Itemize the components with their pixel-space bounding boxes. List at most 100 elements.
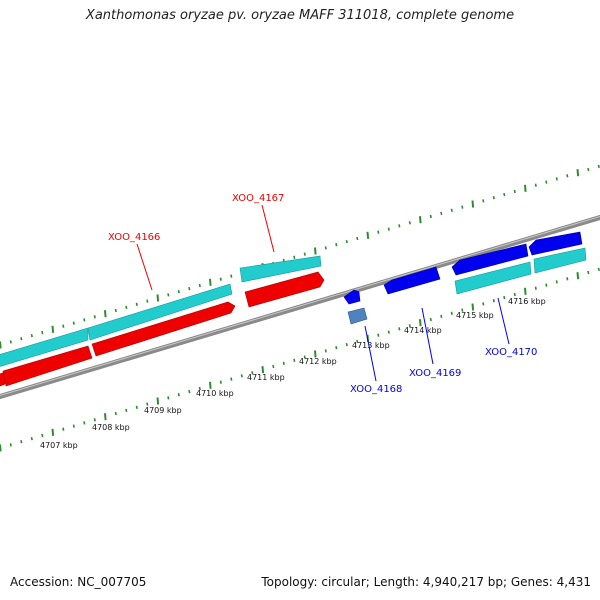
minor-tick — [188, 286, 191, 291]
major-tick — [314, 247, 317, 255]
cds-feature[interactable] — [454, 261, 532, 295]
minor-tick — [251, 371, 254, 375]
cds-feature[interactable] — [87, 283, 233, 341]
minor-tick — [345, 342, 348, 347]
gene-feature[interactable] — [451, 243, 529, 276]
leader-line — [136, 243, 153, 291]
minor-tick — [545, 283, 548, 287]
minor-tick — [83, 421, 86, 425]
rna-feature[interactable] — [347, 307, 368, 325]
minor-tick — [135, 302, 138, 306]
major-tick — [524, 184, 527, 192]
minor-tick — [440, 211, 443, 216]
minor-tick — [198, 386, 201, 391]
scale-label: 4707 kbp — [40, 441, 78, 450]
minor-tick — [345, 239, 348, 244]
scale-labels: 4707 kbp 4708 kbp 4709 kbp 4710 kbp 4711… — [40, 297, 546, 450]
minor-tick — [114, 411, 117, 416]
minor-tick — [545, 180, 548, 184]
minor-tick — [177, 290, 180, 294]
major-tick — [156, 294, 160, 302]
leader-line — [261, 204, 275, 253]
minor-tick — [587, 270, 590, 275]
minor-tick — [387, 227, 390, 231]
forward-gene-track — [0, 271, 325, 387]
minor-tick — [492, 196, 495, 200]
gene-label-xoo-4167[interactable]: XOO_4167 — [232, 193, 284, 204]
minor-tick — [240, 374, 243, 378]
minor-tick — [293, 255, 296, 259]
minor-tick — [188, 389, 191, 394]
minor-tick — [408, 221, 411, 225]
minor-tick — [272, 364, 275, 369]
minor-tick — [597, 267, 600, 272]
minor-tick — [20, 337, 23, 341]
major-tick — [366, 231, 370, 239]
minor-tick — [41, 330, 44, 335]
gene-label-xoo-4168[interactable]: XOO_4168 — [350, 384, 402, 395]
minor-tick — [62, 324, 65, 328]
minor-tick — [30, 333, 33, 338]
minor-tick — [219, 380, 222, 384]
major-tick — [0, 341, 2, 349]
minor-tick — [408, 324, 411, 328]
major-tick — [314, 350, 317, 358]
reverse-cds-track — [347, 247, 587, 325]
scale-label: 4711 kbp — [247, 373, 285, 382]
minor-tick — [335, 346, 338, 350]
minor-tick — [377, 230, 380, 234]
minor-tick — [492, 299, 495, 303]
minor-tick — [440, 314, 443, 319]
cds-feature[interactable] — [0, 327, 89, 368]
cds-feature[interactable] — [533, 247, 587, 274]
minor-tick — [135, 405, 138, 409]
minor-tick — [62, 427, 65, 431]
minor-tick — [377, 333, 380, 337]
gene-feature[interactable] — [2, 345, 93, 387]
minor-tick — [429, 317, 432, 322]
gene-label-xoo-4170[interactable]: XOO_4170 — [485, 347, 537, 358]
minor-tick — [398, 327, 401, 331]
scale-label: 4715 kbp — [456, 311, 494, 320]
scale-label: 4714 kbp — [404, 326, 442, 335]
minor-tick — [93, 418, 96, 422]
major-tick — [524, 287, 527, 295]
leader-line — [497, 297, 510, 345]
minor-tick — [356, 339, 359, 344]
forward-cds-track — [0, 255, 322, 368]
cds-feature[interactable] — [239, 255, 322, 283]
minor-tick — [387, 330, 390, 334]
major-tick — [156, 397, 160, 405]
gene-feature[interactable] — [343, 289, 361, 305]
minor-tick — [335, 243, 338, 247]
minor-tick — [324, 349, 327, 353]
major-tick — [0, 444, 2, 452]
major-tick — [261, 366, 265, 374]
gene-feature[interactable] — [91, 301, 236, 357]
minor-tick — [72, 321, 75, 325]
minor-tick — [303, 252, 306, 256]
scale-label: 4710 kbp — [196, 389, 234, 398]
gene-feature[interactable] — [244, 271, 325, 308]
gene-feature[interactable] — [528, 231, 583, 256]
accession-label: Accession: NC_007705 — [10, 575, 147, 589]
minor-tick — [450, 208, 453, 212]
major-tick — [419, 216, 422, 224]
major-tick — [576, 169, 580, 177]
gene-label-xoo-4169[interactable]: XOO_4169 — [409, 368, 461, 379]
gene-feature[interactable] — [383, 266, 441, 295]
genome-summary: Topology: circular; Length: 4,940,217 bp… — [261, 575, 591, 589]
minor-tick — [41, 433, 44, 438]
major-tick — [51, 325, 55, 333]
minor-tick — [597, 164, 600, 169]
scale-label: 4712 kbp — [299, 357, 337, 366]
gene-label-xoo-4166[interactable]: XOO_4166 — [108, 232, 160, 243]
minor-tick — [125, 408, 128, 413]
minor-tick — [83, 318, 86, 322]
major-tick — [471, 303, 475, 311]
minor-tick — [230, 274, 233, 278]
minor-tick — [482, 302, 485, 306]
major-tick — [209, 381, 212, 389]
minor-tick — [534, 183, 537, 187]
gene-labels: XOO_4166 XOO_4167 XOO_4168 XOO_4169 XOO_… — [108, 193, 537, 395]
